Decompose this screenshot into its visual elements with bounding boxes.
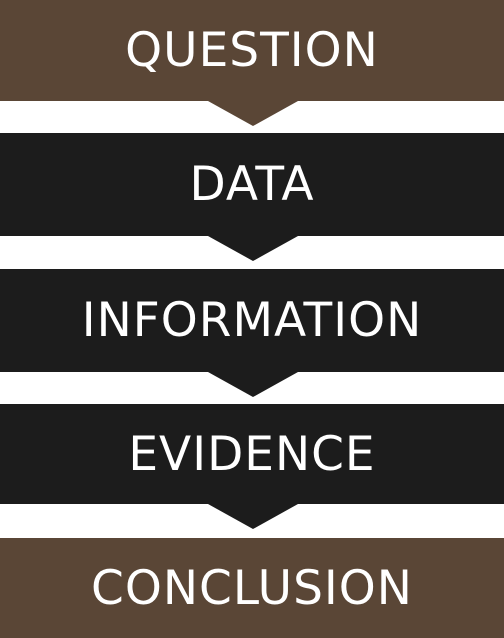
step-data-label: DATA <box>189 157 315 212</box>
step-question-label: QUESTION <box>125 23 379 78</box>
step-information-label: INFORMATION <box>81 293 423 348</box>
step-conclusion-label: CONCLUSION <box>91 560 413 616</box>
flow-arrow-2 <box>208 236 298 261</box>
flow-arrow-1 <box>208 101 298 126</box>
step-evidence-label: EVIDENCE <box>128 426 376 482</box>
flow-arrow-4 <box>208 504 298 529</box>
step-information: INFORMATION <box>0 269 504 372</box>
step-question: QUESTION <box>0 0 504 101</box>
step-data: DATA <box>0 133 504 236</box>
step-evidence: EVIDENCE <box>0 404 504 504</box>
step-conclusion: CONCLUSION <box>0 538 504 638</box>
flow-arrow-3 <box>208 372 298 397</box>
